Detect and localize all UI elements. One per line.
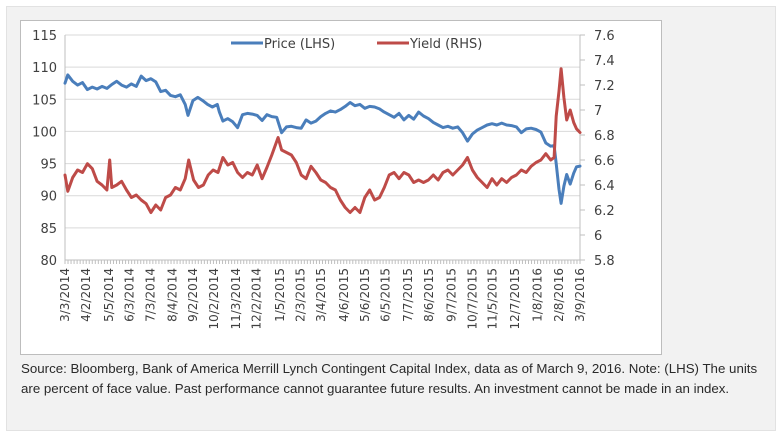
price-yield-chart: 80 85 90 95 100 105 110 115 5.8 6 6.2 6.4 6.6 6.8 7 7.… [32,29,615,330]
legend-yield-label: Yield (RHS) [409,37,482,52]
x-axis-tick-label: 1/5/2015 [273,268,287,322]
x-axis-tick-label: 11/5/2015 [486,268,500,330]
right-axis-labels: 5.8 6 6.2 6.4 6.6 6.8 7 7.2 7.4 7.6 [594,29,615,269]
right-axis-tick-label: 7.2 [594,79,615,94]
x-axis-tick-label: 7/3/2014 [143,268,157,322]
right-axis-tick-label: 6.6 [594,154,615,169]
price-series-line [63,73,582,205]
left-axis-tick-label: 115 [32,29,57,44]
left-axis-tick-label: 100 [32,125,57,140]
left-axis-tick-label: 90 [40,190,57,205]
x-axis-tick-label: 12/7/2015 [508,268,522,330]
x-axis-tick-label: 10/2/2014 [207,268,221,330]
legend-price-label: Price (LHS) [264,37,335,52]
legend: Price (LHS) Yield (RHS) [231,37,482,52]
yield-series-line [63,67,582,214]
left-axis-tick-label: 110 [32,61,57,76]
right-axis-tick-label: 7 [594,104,602,119]
right-axis-tick-label: 7.4 [594,54,615,69]
x-axis-tick-label: 3/4/2015 [314,268,328,322]
left-axis-tick-label: 80 [40,254,57,269]
right-axis-tick-label: 6 [594,229,602,244]
axes [64,34,585,264]
x-axis-tick-label: 3/9/2016 [573,268,587,322]
right-axis-tick-label: 5.8 [594,254,615,269]
x-axis-tick-label: 2/3/2015 [293,268,307,322]
chart-frame: 80 85 90 95 100 105 110 115 5.8 6 6.2 6.4 6.6 6.8 7 7.… [20,20,662,355]
figure-container: 80 85 90 95 100 105 110 115 5.8 6 6.2 6.4 6.6 6.8 7 7.… [6,6,776,431]
x-axis-tick-label: 1/8/2016 [530,268,544,322]
gridlines [65,34,580,229]
x-axis-tick-label: 4/2/2014 [79,268,93,322]
x-axis-labels: 3/3/2014 4/2/2014 5/5/2014 6/3/2014 7/3/2014… [58,268,587,330]
x-axis-tick-label: 10/7/2015 [465,268,479,330]
x-axis-tick-label: 4/6/2015 [337,268,351,322]
x-axis-tick-label: 12/2/2014 [249,268,263,330]
right-axis-tick-label: 6.2 [594,204,615,219]
x-axis-tick-label: 11/3/2014 [229,268,243,330]
x-axis-tick-label: 8/4/2014 [166,268,180,322]
left-axis-tick-label: 95 [40,158,57,173]
left-axis-labels: 80 85 90 95 100 105 110 115 [32,29,57,269]
x-axis-tick-label: 7/7/2015 [401,268,415,322]
right-axis-tick-label: 6.4 [594,179,615,194]
x-axis-tick-label: 6/5/2015 [379,268,393,322]
x-axis-tick-label: 2/8/2016 [552,268,566,322]
x-axis-tick-label: 6/3/2014 [122,268,136,322]
series-lines [63,67,582,214]
x-axis-tick-label: 8/6/2015 [422,268,436,322]
x-axis-tick-label: 9/7/2015 [444,268,458,322]
x-axis-tick-label: 5/6/2015 [358,268,372,322]
right-axis-tick-label: 7.6 [594,29,615,44]
left-axis-tick-label: 85 [40,222,57,237]
x-axis-tick-label: 3/3/2014 [58,268,72,322]
source-caption: Source: Bloomberg, Bank of America Merri… [21,361,758,396]
right-axis-tick-label: 6.8 [594,129,615,144]
x-axis-tick-label: 9/2/2014 [186,268,200,322]
x-axis-tick-label: 5/5/2014 [102,268,116,322]
left-axis-tick-label: 105 [32,93,57,108]
